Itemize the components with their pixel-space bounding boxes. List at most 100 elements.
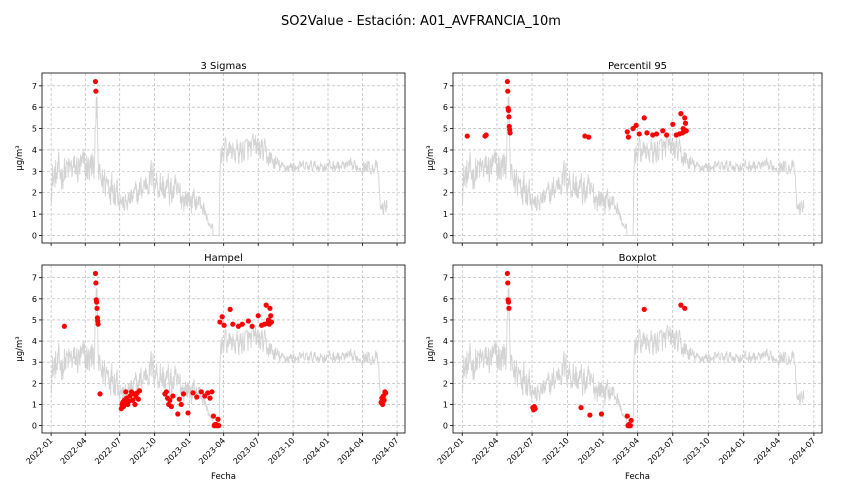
axes-frame bbox=[41, 264, 406, 434]
outlier-point bbox=[263, 302, 269, 308]
outlier-point bbox=[483, 132, 489, 138]
outlier-point bbox=[624, 413, 630, 419]
outlier-point bbox=[464, 133, 470, 139]
outlier-point bbox=[578, 405, 584, 411]
y-tick-label: 6 bbox=[32, 295, 37, 304]
outlier-point bbox=[185, 410, 191, 416]
y-tick-label: 7 bbox=[32, 274, 37, 283]
outlier-point bbox=[383, 390, 389, 396]
outlier-point bbox=[505, 88, 511, 94]
outlier-point bbox=[505, 299, 512, 305]
outlier-point bbox=[598, 411, 605, 417]
x-tick-label: 2023-01 bbox=[576, 436, 606, 466]
outlier-point bbox=[127, 393, 133, 399]
y-axis-label: µg/m³ bbox=[15, 145, 25, 170]
x-tick-label: 2022-07 bbox=[93, 436, 123, 466]
outlier-point bbox=[586, 134, 592, 140]
outlier-point bbox=[230, 321, 236, 327]
subplot-2: 0 1 2 3 4 5 6 7 Percentil 95 µg/m³ bbox=[426, 61, 823, 246]
y-axis-label: µg/m³ bbox=[15, 336, 25, 361]
y-tick-label: 7 bbox=[443, 82, 448, 91]
y-tick-label: 4 bbox=[443, 337, 448, 346]
outlier-point bbox=[227, 306, 233, 312]
y-tick-label: 2 bbox=[32, 379, 37, 388]
x-tick-label: 2024-04 bbox=[336, 436, 366, 466]
outlier-point bbox=[94, 305, 100, 311]
outlier-point bbox=[219, 314, 225, 320]
outlier-point bbox=[633, 122, 639, 128]
x-axis-label: Fecha bbox=[211, 472, 236, 482]
y-tick-label: 1 bbox=[32, 400, 37, 409]
outlier-point bbox=[209, 389, 215, 395]
subplot-1: 0 1 2 3 4 5 6 7 3 Sigmas µg/m³ bbox=[15, 61, 406, 246]
outlier-point bbox=[664, 132, 670, 138]
x-tick-label: 2022-10 bbox=[541, 436, 571, 466]
x-tick-label: 2024-01 bbox=[301, 436, 331, 466]
y-tick-label: 0 bbox=[443, 422, 448, 431]
outlier-point bbox=[682, 115, 688, 121]
outlier-point bbox=[630, 125, 636, 132]
outlier-point bbox=[380, 401, 386, 408]
series-line bbox=[50, 288, 388, 427]
series-line bbox=[461, 288, 805, 427]
outlier-point bbox=[221, 322, 227, 328]
outlier-point bbox=[61, 323, 67, 329]
outlier-point bbox=[205, 390, 211, 396]
outlier-point bbox=[505, 280, 511, 286]
outlier-point bbox=[92, 78, 99, 85]
outlier-point bbox=[624, 129, 630, 135]
y-tick-label: 0 bbox=[32, 422, 37, 431]
outlier-point bbox=[267, 305, 273, 311]
y-tick-label: 6 bbox=[32, 103, 37, 112]
outlier-point bbox=[215, 416, 221, 422]
series-line bbox=[461, 96, 805, 236]
outlier-point bbox=[506, 114, 512, 120]
x-tick-label: 2022-04 bbox=[59, 436, 89, 466]
outlier-point bbox=[123, 389, 129, 395]
y-tick-label: 2 bbox=[32, 189, 37, 198]
x-tick-label: 2023-10 bbox=[267, 436, 297, 466]
outlier-point bbox=[178, 401, 184, 408]
outlier-point bbox=[245, 318, 251, 324]
y-tick-label: 5 bbox=[32, 316, 37, 325]
x-tick-label: 2023-07 bbox=[232, 436, 262, 466]
outlier-point bbox=[504, 78, 510, 85]
outlier-point bbox=[217, 319, 223, 325]
x-tick-label: 2022-10 bbox=[128, 436, 158, 466]
outlier-point bbox=[381, 397, 387, 403]
outlier-point bbox=[625, 134, 632, 140]
y-tick-label: 3 bbox=[443, 358, 448, 367]
outlier-point bbox=[641, 115, 647, 121]
x-tick-label: 2022-04 bbox=[470, 436, 500, 466]
y-tick-label: 2 bbox=[443, 189, 448, 198]
outlier-point bbox=[268, 313, 274, 319]
outlier-point bbox=[507, 130, 513, 136]
outlier-point bbox=[170, 393, 176, 399]
y-tick-label: 3 bbox=[443, 167, 448, 176]
outlier-point bbox=[504, 270, 510, 277]
x-tick-label: 2023-01 bbox=[163, 436, 193, 466]
y-tick-label: 5 bbox=[32, 125, 37, 134]
y-tick-label: 0 bbox=[32, 232, 37, 241]
outlier-point bbox=[93, 280, 99, 286]
x-tick-label: 2022-01 bbox=[25, 436, 55, 466]
series-line bbox=[50, 96, 388, 236]
y-tick-label: 7 bbox=[443, 274, 448, 283]
outlier-point bbox=[198, 389, 204, 395]
y-tick-label: 1 bbox=[443, 210, 448, 219]
outlier-point bbox=[627, 423, 633, 429]
outlier-point bbox=[532, 406, 538, 412]
subplot-title: Hampel bbox=[204, 253, 243, 264]
y-tick-label: 3 bbox=[32, 167, 37, 176]
outlier-point bbox=[268, 319, 275, 325]
x-axis-label: Fecha bbox=[625, 472, 650, 482]
outlier-point bbox=[175, 411, 181, 417]
outlier-point bbox=[678, 111, 684, 117]
outlier-point bbox=[628, 417, 634, 423]
axes-frame bbox=[452, 72, 823, 244]
outlier-point bbox=[249, 323, 255, 329]
outlier-point bbox=[207, 395, 213, 401]
outlier-point bbox=[587, 412, 593, 418]
